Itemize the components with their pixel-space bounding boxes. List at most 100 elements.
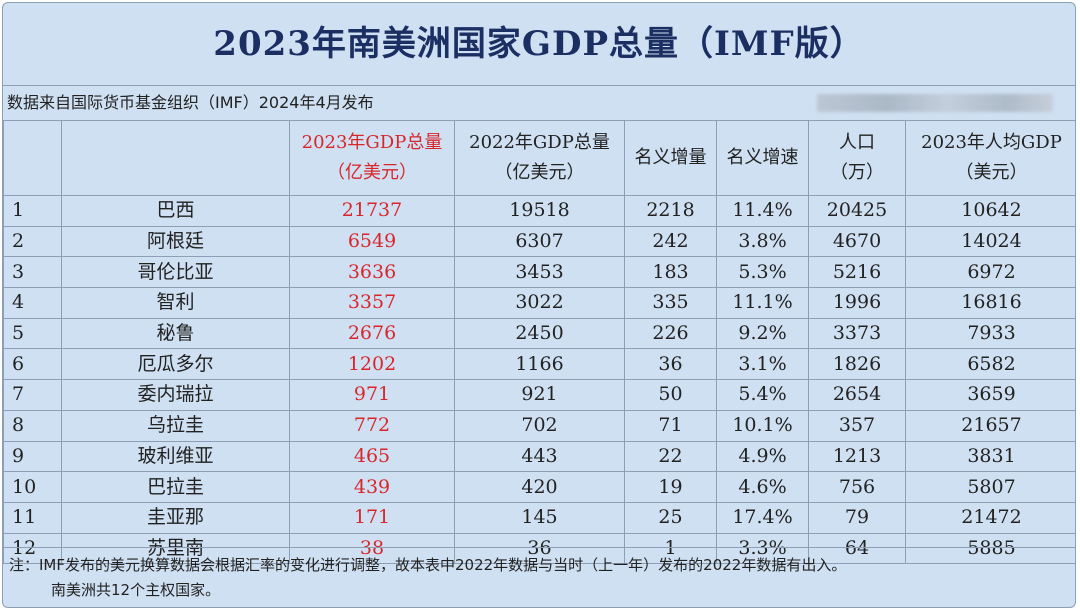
cell-gdp2023: 772 [289, 409, 455, 442]
cell-population: 5216 [808, 256, 906, 289]
cell-gdp2022: 3453 [454, 256, 625, 289]
cell-gdp2023: 465 [289, 440, 455, 473]
cell-growth: 3.1% [716, 348, 809, 381]
cell-increase: 22 [624, 440, 717, 473]
table-row: 4 智利 3357 3022 335 11.1% 1996 16816 [3, 287, 1075, 319]
cell-population: 20425 [808, 195, 906, 227]
header-country [61, 120, 290, 196]
table-row: 5 秘鲁 2676 2450 226 9.2% 3373 7933 [3, 317, 1075, 350]
cell-growth: 17.4% [716, 501, 809, 534]
cell-country: 秘鲁 [61, 317, 290, 350]
cell-gdp2022: 420 [454, 471, 625, 503]
source-line: 数据来自国际货币基金组织（IMF）2024年4月发布 [3, 85, 1075, 120]
table-row: 3 哥伦比亚 3636 3453 183 5.3% 5216 6972 [3, 256, 1075, 289]
table-row: 8 乌拉圭 772 702 71 10.1% 357 21657 [3, 409, 1075, 442]
cell-gdp2022: 3022 [454, 287, 625, 319]
cell-gdp2023: 6549 [289, 225, 455, 258]
table-body: 1 巴西 21737 19518 2218 11.4% 20425 10642 2 阿根廷 6549… [3, 195, 1075, 565]
cell-population: 64 [808, 532, 906, 565]
blurred-watermark [817, 94, 1053, 112]
cell-population: 1213 [808, 440, 906, 473]
cell-per-capita: 10642 [905, 195, 1075, 227]
header-rank [3, 120, 62, 196]
cell-country: 智利 [61, 287, 290, 319]
cell-population: 2654 [808, 379, 906, 411]
table-header: 2023年GDP总量 （亿美元） 2022年GDP总量 （亿美元） 名义增量 名… [3, 120, 1075, 196]
cell-rank: 2 [3, 225, 62, 258]
cell-increase: 71 [624, 409, 717, 442]
cell-per-capita: 5885 [905, 532, 1075, 565]
cell-gdp2023: 2676 [289, 317, 455, 350]
cell-gdp2022: 19518 [454, 195, 625, 227]
cell-growth: 5.3% [716, 256, 809, 289]
cell-increase: 2218 [624, 195, 717, 227]
cell-increase: 335 [624, 287, 717, 319]
cell-gdp2022: 145 [454, 501, 625, 534]
cell-growth: 9.2% [716, 317, 809, 350]
cell-growth: 11.1% [716, 287, 809, 319]
cell-per-capita: 21472 [905, 501, 1075, 534]
cell-per-capita: 3659 [905, 379, 1075, 411]
cell-growth: 4.9% [716, 440, 809, 473]
table-row: 6 厄瓜多尔 1202 1166 36 3.1% 1826 6582 [3, 348, 1075, 381]
cell-gdp2022: 1166 [454, 348, 625, 381]
table-row: 2 阿根廷 6549 6307 242 3.8% 4670 14024 [3, 225, 1075, 258]
cell-per-capita: 6972 [905, 256, 1075, 289]
cell-population: 1996 [808, 287, 906, 319]
cell-growth: 4.6% [716, 471, 809, 503]
cell-gdp2023: 21737 [289, 195, 455, 227]
cell-rank: 7 [3, 379, 62, 411]
cell-gdp2022: 2450 [454, 317, 625, 350]
cell-population: 3373 [808, 317, 906, 350]
cell-growth: 3.8% [716, 225, 809, 258]
table-row: 1 巴西 21737 19518 2218 11.4% 20425 10642 [3, 195, 1075, 227]
cell-country: 乌拉圭 [61, 409, 290, 442]
table-row: 10 巴拉圭 439 420 19 4.6% 756 5807 [3, 471, 1075, 503]
cell-country: 苏里南 [61, 532, 290, 565]
cell-rank: 9 [3, 440, 62, 473]
header-gdp2023: 2023年GDP总量 （亿美元） [289, 120, 455, 196]
cell-increase: 25 [624, 501, 717, 534]
header-population: 人口 （万） [808, 120, 906, 196]
cell-rank: 5 [3, 317, 62, 350]
cell-gdp2022: 921 [454, 379, 625, 411]
cell-country: 玻利维亚 [61, 440, 290, 473]
cell-increase: 183 [624, 256, 717, 289]
gdp-table: 2023年GDP总量 （亿美元） 2022年GDP总量 （亿美元） 名义增量 名… [3, 120, 1075, 565]
header-per-capita: 2023年人均GDP （美元） [905, 120, 1075, 196]
cell-gdp2023: 3357 [289, 287, 455, 319]
cell-gdp2022: 443 [454, 440, 625, 473]
cell-growth: 10.1% [716, 409, 809, 442]
table-row: 7 委内瑞拉 971 921 50 5.4% 2654 3659 [3, 379, 1075, 411]
cell-rank: 1 [3, 195, 62, 227]
cell-population: 1826 [808, 348, 906, 381]
cell-rank: 8 [3, 409, 62, 442]
cell-country: 阿根廷 [61, 225, 290, 258]
header-growth: 名义增速 [716, 120, 809, 196]
source-text: 数据来自国际货币基金组织（IMF）2024年4月发布 [7, 93, 374, 112]
cell-gdp2022: 6307 [454, 225, 625, 258]
cell-per-capita: 14024 [905, 225, 1075, 258]
table-row: 9 玻利维亚 465 443 22 4.9% 1213 3831 [3, 440, 1075, 473]
header-gdp2022: 2022年GDP总量 （亿美元） [454, 120, 625, 196]
cell-country: 哥伦比亚 [61, 256, 290, 289]
cell-increase: 36 [624, 348, 717, 381]
cell-population: 357 [808, 409, 906, 442]
cell-gdp2023: 1202 [289, 348, 455, 381]
cell-per-capita: 3831 [905, 440, 1075, 473]
cell-increase: 242 [624, 225, 717, 258]
cell-per-capita: 5807 [905, 471, 1075, 503]
cell-growth: 5.4% [716, 379, 809, 411]
cell-gdp2023: 439 [289, 471, 455, 503]
cell-country: 厄瓜多尔 [61, 348, 290, 381]
cell-population: 756 [808, 471, 906, 503]
table-row: 12 苏里南 38 36 1 3.3% 64 5885 [3, 532, 1075, 565]
cell-country: 巴拉圭 [61, 471, 290, 503]
cell-rank: 3 [3, 256, 62, 289]
cell-per-capita: 21657 [905, 409, 1075, 442]
cell-growth: 11.4% [716, 195, 809, 227]
footnote-line2: 南美洲共12个主权国家。 [51, 581, 221, 599]
cell-rank: 10 [3, 471, 62, 503]
cell-increase: 226 [624, 317, 717, 350]
